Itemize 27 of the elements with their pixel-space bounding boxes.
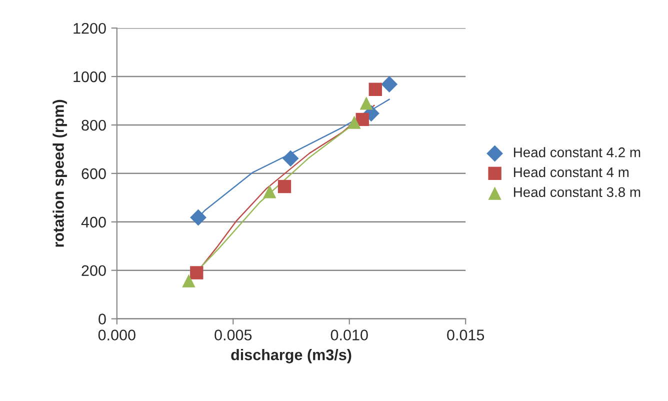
point [348, 116, 361, 129]
point [263, 185, 276, 198]
point [278, 180, 292, 194]
legend-label: Head constant 4 m [514, 166, 629, 178]
legend-label: Head constant 4.2 m [514, 147, 640, 158]
point [381, 76, 398, 92]
x-axis-title: discharge (m3/s) [231, 349, 352, 364]
point [360, 96, 373, 110]
point [356, 112, 369, 126]
y-tick-label: 800 [82, 120, 106, 131]
y-tick-label: 200 [82, 265, 106, 276]
x-tick-label: 0.005 [214, 330, 252, 340]
x-tick-label: 0.010 [330, 330, 368, 340]
y-tick-label: 0 [98, 314, 106, 324]
point [182, 274, 196, 288]
x-tick-label: 0.000 [98, 330, 136, 340]
point [190, 266, 204, 280]
y-tick-label: 1000 [74, 71, 106, 82]
y-tick-label: 1200 [74, 22, 106, 34]
y-tick-label: 400 [81, 216, 106, 228]
x-tick-label: 0.015 [447, 330, 484, 340]
point [282, 150, 299, 167]
point [190, 209, 206, 226]
y-axis-title: rotation speed (rpm) [52, 100, 67, 247]
y-tick-label: 600 [82, 168, 106, 180]
point [368, 82, 382, 96]
legend-label: Head constant 3.8 m [514, 186, 640, 198]
